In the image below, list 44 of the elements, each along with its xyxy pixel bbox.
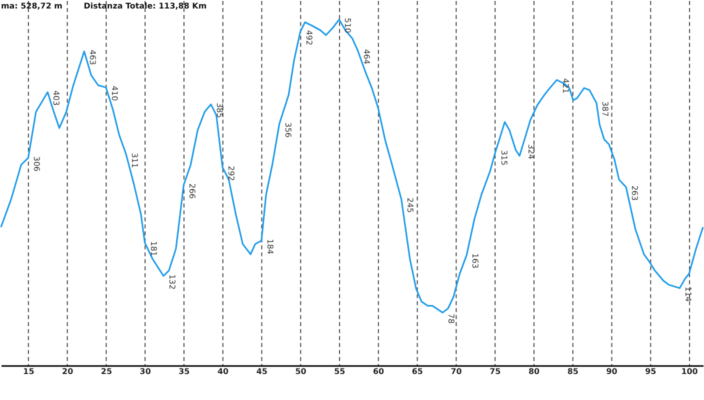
data-label: 464 (362, 49, 371, 64)
x-tick-label: 100 (681, 366, 698, 376)
x-tick-label: 75 (490, 366, 501, 376)
data-label: 356 (283, 122, 292, 138)
x-tick-label: 70 (450, 366, 462, 376)
data-label: 181 (148, 241, 158, 256)
data-label: 492 (304, 30, 314, 46)
x-tick-label: 80 (528, 366, 540, 376)
data-label: 306 (32, 156, 42, 172)
data-label: 387 (600, 101, 610, 117)
data-label: 263 (630, 185, 640, 201)
x-tick-label: 85 (567, 366, 578, 376)
annotation: Distanza Totale: 113,88 Km (84, 2, 207, 11)
data-label: 114 (684, 286, 693, 302)
x-tick-label: 45 (256, 366, 268, 376)
x-tick-label: 50 (295, 366, 307, 376)
x-tick-label: 60 (372, 366, 385, 376)
data-label: 403 (52, 90, 61, 106)
x-tick-label: 15 (23, 366, 34, 376)
data-label: 385 (214, 102, 224, 118)
data-label: 184 (265, 239, 274, 254)
data-label: 266 (188, 183, 197, 199)
x-tick-label: 30 (140, 366, 152, 376)
x-tick-label: 65 (412, 366, 423, 376)
data-label: 245 (405, 198, 414, 213)
data-label: 510 (343, 18, 352, 34)
data-label: 410 (110, 86, 119, 101)
x-tick-label: 20 (62, 366, 74, 376)
x-tick-label: 90 (606, 366, 618, 376)
x-tick-label: 25 (100, 366, 112, 376)
data-label: 421 (560, 78, 570, 94)
annotation: ma: 528,72 m (0, 2, 62, 11)
data-label: 163 (470, 253, 480, 269)
x-tick-label: 55 (334, 366, 346, 376)
x-tick-label: 35 (178, 366, 190, 376)
x-tick-label: 40 (218, 366, 230, 376)
data-label: 132 (167, 274, 176, 290)
data-label: 78 (446, 313, 456, 324)
data-label: 311 (130, 152, 140, 168)
data-label: 324 (526, 144, 536, 160)
data-label: 315 (499, 150, 508, 166)
data-label: 463 (88, 50, 98, 66)
x-tick-label: 95 (645, 366, 656, 376)
data-label: 292 (226, 166, 236, 182)
